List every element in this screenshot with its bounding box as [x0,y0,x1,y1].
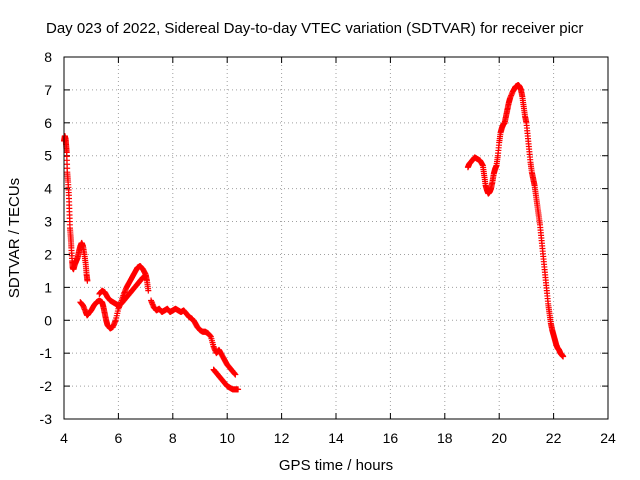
data-point [560,353,567,360]
x-tick-label: 10 [219,430,235,446]
y-tick-label: 4 [44,181,52,197]
plot-frame [63,56,609,420]
x-tick-label: 6 [115,430,123,446]
x-tick-label: 22 [546,430,562,446]
data-point [142,272,149,279]
x-tick-label: 14 [328,430,344,446]
data-point [84,277,91,284]
x-tick-label: 8 [169,430,177,446]
data-point [235,386,242,393]
x-axis-title: GPS time / hours [279,457,393,474]
chart-title: Day 023 of 2022, Sidereal Day-to-day VTE… [46,20,583,37]
y-tick-label: -3 [40,411,53,427]
y-tick-label: 5 [44,148,52,164]
y-tick-label: 1 [44,279,52,295]
x-tick-label: 12 [274,430,290,446]
data-point [232,371,239,378]
x-tick-label: 4 [60,430,68,446]
x-tick-label: 20 [491,430,507,446]
y-axis-title: SDTVAR / TECUs [6,178,23,298]
y-tick-label: 2 [44,246,52,262]
y-tick-label: 8 [44,49,52,65]
data-points [61,81,567,393]
y-tick-label: 3 [44,214,52,230]
y-tick-label: 7 [44,82,52,98]
y-tick-label: -1 [40,345,53,361]
y-tick-label: 0 [44,312,52,328]
x-tick-label: 16 [383,430,399,446]
x-tick-label: 24 [600,430,616,446]
grid-layer [64,57,608,419]
data-point [145,287,152,294]
y-tick-label: -2 [40,378,53,394]
x-tick-label: 18 [437,430,453,446]
y-tick-label: 6 [44,115,52,131]
